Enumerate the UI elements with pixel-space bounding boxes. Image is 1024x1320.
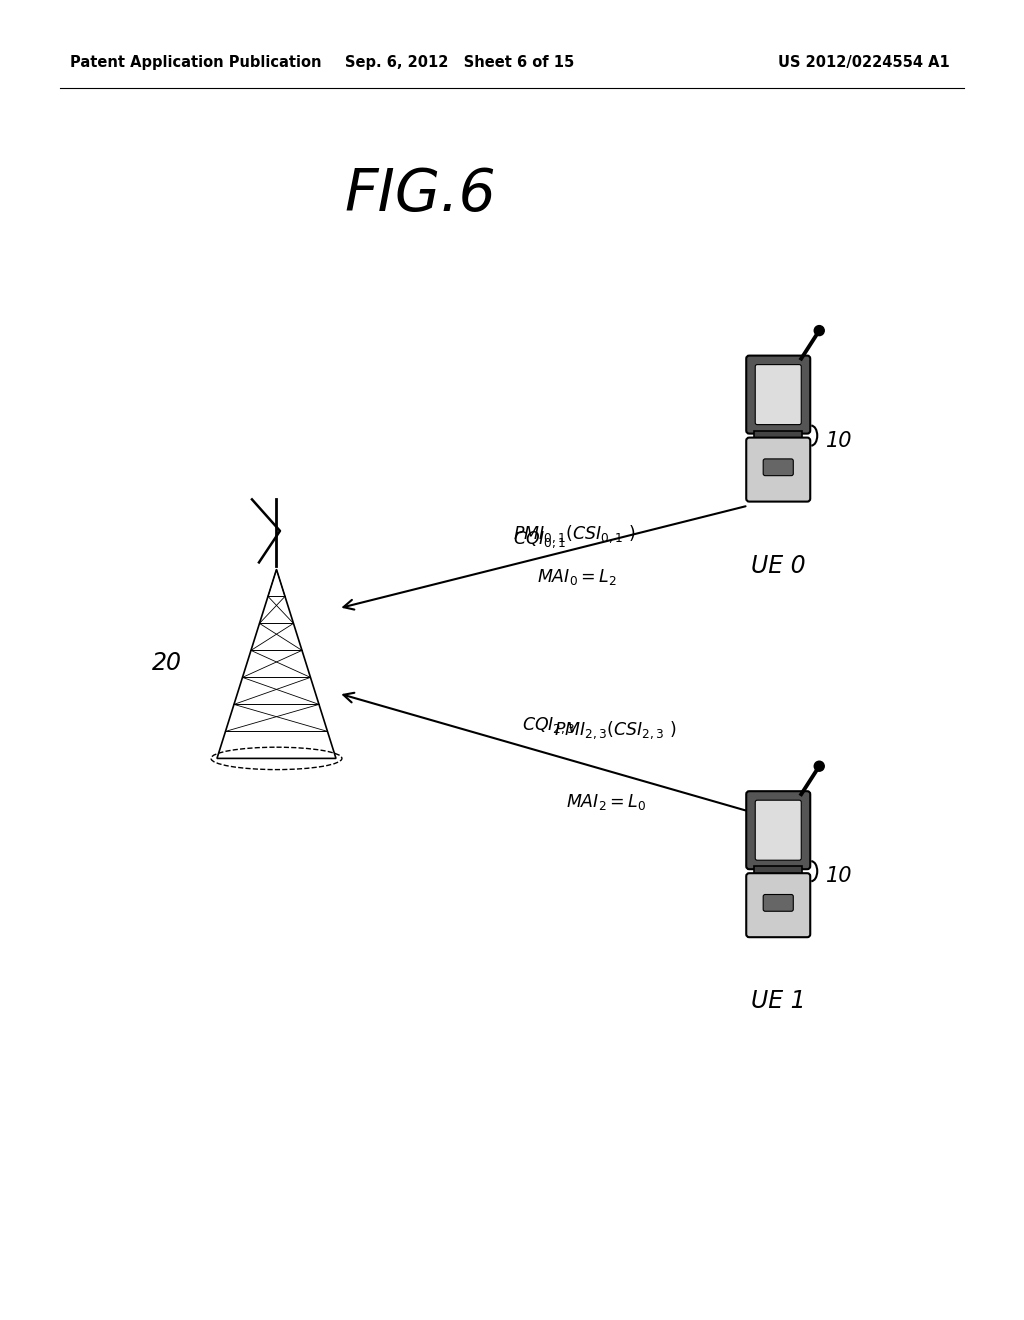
FancyBboxPatch shape xyxy=(756,364,801,425)
Text: $CQI_{0,1}$: $CQI_{0,1}$ xyxy=(513,529,566,550)
Text: Sep. 6, 2012   Sheet 6 of 15: Sep. 6, 2012 Sheet 6 of 15 xyxy=(345,54,574,70)
Text: 10: 10 xyxy=(826,430,853,450)
FancyBboxPatch shape xyxy=(763,895,794,911)
Text: FIG.6: FIG.6 xyxy=(344,166,496,223)
Text: Patent Application Publication: Patent Application Publication xyxy=(70,54,322,70)
FancyBboxPatch shape xyxy=(756,800,801,861)
Text: $CQI_{2,3}$: $CQI_{2,3}$ xyxy=(522,715,577,735)
Text: $PMI_{0,1}$$(CSI_{0,1}\ )$: $PMI_{0,1}$$(CSI_{0,1}\ )$ xyxy=(513,523,636,545)
FancyBboxPatch shape xyxy=(746,874,810,937)
FancyBboxPatch shape xyxy=(746,355,810,433)
Text: $PMI_{2,3}$$(CSI_{2,3}\ )$: $PMI_{2,3}$$(CSI_{2,3}\ )$ xyxy=(554,719,677,741)
Bar xyxy=(755,866,802,876)
Circle shape xyxy=(814,762,824,771)
Text: US 2012/0224554 A1: US 2012/0224554 A1 xyxy=(778,54,950,70)
Bar xyxy=(755,430,802,441)
Text: UE 1: UE 1 xyxy=(751,989,806,1014)
Text: $MAI_2=L_0$: $MAI_2=L_0$ xyxy=(566,792,646,812)
FancyBboxPatch shape xyxy=(746,438,810,502)
Text: UE 0: UE 0 xyxy=(751,553,806,578)
Text: 10: 10 xyxy=(826,866,853,886)
Circle shape xyxy=(814,326,824,335)
Text: $MAI_0=L_2$: $MAI_0=L_2$ xyxy=(537,568,616,587)
FancyBboxPatch shape xyxy=(763,459,794,475)
FancyBboxPatch shape xyxy=(746,791,810,869)
Text: 20: 20 xyxy=(152,651,181,676)
